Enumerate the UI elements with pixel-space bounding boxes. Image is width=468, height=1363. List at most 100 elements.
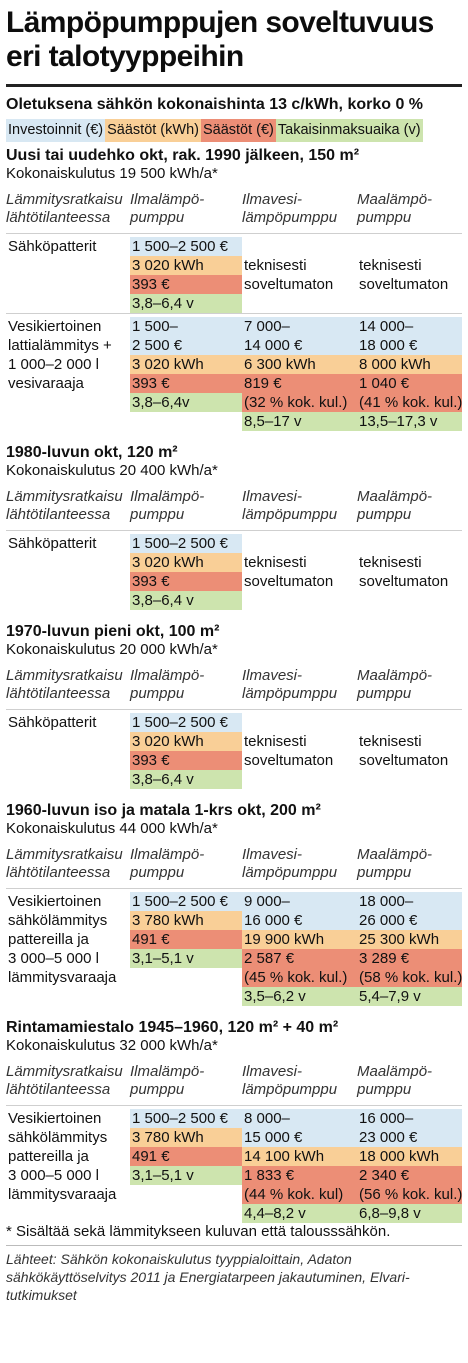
cell-line: 1 500–2 500 € xyxy=(130,713,242,732)
cell-line xyxy=(357,713,462,732)
column-header-row: Lämmitysratkaisu lähtötilanteessa Ilmaläm… xyxy=(6,1063,462,1099)
column-header: Maalämpö-pumppu xyxy=(357,191,433,226)
cell-line: 9 000– xyxy=(242,892,357,911)
column-heating: Sähköpatterit xyxy=(6,534,130,610)
column-mlp: teknisesti soveltumaton xyxy=(357,534,462,610)
column-header: Ilmavesi-lämpöpumppu xyxy=(242,1063,338,1098)
cell-line: 3,8–6,4 v xyxy=(130,591,242,610)
cell-line: 3,8–6,4v xyxy=(130,393,242,412)
cell-line: (56 % kok. kul.) xyxy=(357,1185,463,1204)
cell-line: vesivaraaja xyxy=(8,375,84,392)
cell-line: 3 000–5 000 l xyxy=(8,1167,99,1184)
cell-line: 5,4–7,9 v xyxy=(357,987,462,1006)
column-header: Ilmavesi-lämpöpumppu xyxy=(242,667,338,702)
cell-line: Sähköpatterit xyxy=(8,714,97,731)
table-row: Vesikiertoinen sähkölämmitys pattereilla j… xyxy=(6,888,462,1006)
column-heating: Vesikiertoinen lattialämmitys + 1 000–2 00… xyxy=(6,317,130,431)
cell-line xyxy=(130,987,242,1006)
cell-line: Vesikiertoinen xyxy=(8,893,102,910)
legend-investment: Investoinnit (€) xyxy=(6,119,106,142)
section-title: Rintamamiestalo 1945–1960, 120 m² + 40 m… xyxy=(6,1019,339,1036)
cell-line: (58 % kok. kul.) xyxy=(357,968,463,987)
column-header-row: Lämmitysratkaisu lähtötilanteessa Ilmaläm… xyxy=(6,488,462,524)
cell-line: 3 020 kWh xyxy=(130,355,242,374)
cell-line: soveltumaton xyxy=(359,752,449,769)
column-header: Ilmavesi-lämpöpumppu xyxy=(242,846,338,881)
cell-line: Vesikiertoinen xyxy=(8,318,102,335)
column-header: Lämmitysratkaisu lähtötilanteessa xyxy=(6,1063,123,1098)
column-heating: Vesikiertoinen sähkölämmitys pattereilla j… xyxy=(6,892,130,1006)
column-ivlp: teknisesti soveltumaton xyxy=(242,713,357,789)
table-row: Vesikiertoinen lattialämmitys + 1 000–2 00… xyxy=(6,313,462,431)
cell-line: lattialämmitys + xyxy=(8,337,112,354)
cell-line: teknisesti xyxy=(359,733,422,750)
cell-line: soveltumaton xyxy=(244,752,334,769)
cell-line xyxy=(130,968,242,987)
cell-line: 8 000– xyxy=(242,1109,357,1128)
cell-line: 14 000– xyxy=(357,317,462,336)
cell-line: 1 500–2 500 € xyxy=(130,892,242,911)
cell-line: 6 300 kWh xyxy=(242,355,357,374)
cell-line: lämmitysvaraaja xyxy=(8,1186,117,1203)
column-header: Ilmalämpö-pumppu xyxy=(130,488,205,523)
cell-line: teknisesti xyxy=(359,554,422,571)
cell-line: 18 000 kWh xyxy=(357,1147,462,1166)
table-row: Sähköpatterit 1 500–2 500 €3 020 kWh 393 €… xyxy=(6,709,462,789)
cell-line: 3 020 kWh xyxy=(130,256,242,275)
legend-payback: Takaisinmaksuaika (v) xyxy=(275,119,423,142)
cell-line xyxy=(357,237,462,256)
cell-line: 3,8–6,4 v xyxy=(130,770,242,789)
cell-line: pattereilla ja xyxy=(8,1148,89,1165)
cell-line: 3,1–5,1 v xyxy=(130,949,242,968)
cell-line xyxy=(357,294,462,313)
column-mlp: 18 000– 26 000 €25 300 kWh 3 289 € (58 % ko… xyxy=(357,892,462,1006)
cell-line: 491 € xyxy=(130,1147,242,1166)
section-title: 1980-luvun okt, 120 m² xyxy=(6,444,178,461)
cell-line: 2 587 € xyxy=(242,949,357,968)
column-header: Ilmavesi-lämpöpumppu xyxy=(242,191,338,226)
column-ivlp: 9 000– 16 000 €19 900 kWh 2 587 € (45 % kok… xyxy=(242,892,357,1006)
cell-line: 19 900 kWh xyxy=(242,930,357,949)
cell-line: 8 000 kWh xyxy=(357,355,462,374)
cell-line: teknisesti xyxy=(244,554,307,571)
cell-line: 18 000– xyxy=(357,892,462,911)
assumptions-subtitle: Oletuksena sähkön kokonaishinta 13 c/kWh… xyxy=(6,96,424,113)
cell-line xyxy=(242,294,357,313)
sections-container: Uusi tai uudehko okt, rak. 1990 jälkeen,… xyxy=(6,146,462,1223)
table-row: Sähköpatterit 1 500–2 500 €3 020 kWh 393 €… xyxy=(6,233,462,313)
cell-line: (45 % kok. kul.) xyxy=(242,968,357,987)
column-header: Ilmalämpö-pumppu xyxy=(130,1063,205,1098)
house-section: Rintamamiestalo 1945–1960, 120 m² + 40 m… xyxy=(6,1018,462,1223)
section-title: 1960-luvun iso ja matala 1-krs okt, 200 … xyxy=(6,802,321,819)
legend-savings-kwh: Säästöt (kWh) xyxy=(105,119,201,142)
cell-line: 393 € xyxy=(130,751,242,770)
column-header: Ilmalämpö-pumppu xyxy=(130,667,205,702)
cell-line: 8,5–17 v xyxy=(242,412,357,431)
cell-line: 1 500–2 500 € xyxy=(130,534,242,553)
section-consumption: Kokonaiskulutus 44 000 kWh/a* xyxy=(6,820,218,837)
cell-line: lämmitysvaraaja xyxy=(8,969,117,986)
cell-line: 26 000 € xyxy=(357,911,462,930)
cell-line: 18 000 € xyxy=(357,336,462,355)
table-row: Vesikiertoinen sähkölämmitys pattereilla j… xyxy=(6,1105,462,1223)
cell-line xyxy=(242,713,357,732)
column-header: Ilmalämpö-pumppu xyxy=(130,191,205,226)
column-ilp: 1 500–2 500 €3 020 kWh 393 €3,8–6,4 v xyxy=(130,534,242,610)
column-header: Maalämpö-pumppu xyxy=(357,1063,433,1098)
cell-line xyxy=(357,770,462,789)
section-consumption: Kokonaiskulutus 19 500 kWh/a* xyxy=(6,165,218,182)
cell-line: 13,5–17,3 v xyxy=(357,412,462,431)
house-section: Uusi tai uudehko okt, rak. 1990 jälkeen,… xyxy=(6,146,462,431)
column-ivlp: teknisesti soveltumaton xyxy=(242,534,357,610)
cell-line: 1 000–2 000 l xyxy=(8,356,99,373)
cell-line: Sähköpatterit xyxy=(8,238,97,255)
cell-line: 3,8–6,4 v xyxy=(130,294,242,313)
column-header-row: Lämmitysratkaisu lähtötilanteessa Ilmaläm… xyxy=(6,667,462,703)
cell-line xyxy=(242,770,357,789)
cell-line: soveltumaton xyxy=(244,573,334,590)
house-section: 1960-luvun iso ja matala 1-krs okt, 200 … xyxy=(6,801,462,1006)
cell-line: 2 340 € xyxy=(357,1166,462,1185)
section-consumption: Kokonaiskulutus 20 400 kWh/a* xyxy=(6,462,218,479)
cell-line xyxy=(357,534,462,553)
cell-line: 2 500 € xyxy=(130,336,242,355)
